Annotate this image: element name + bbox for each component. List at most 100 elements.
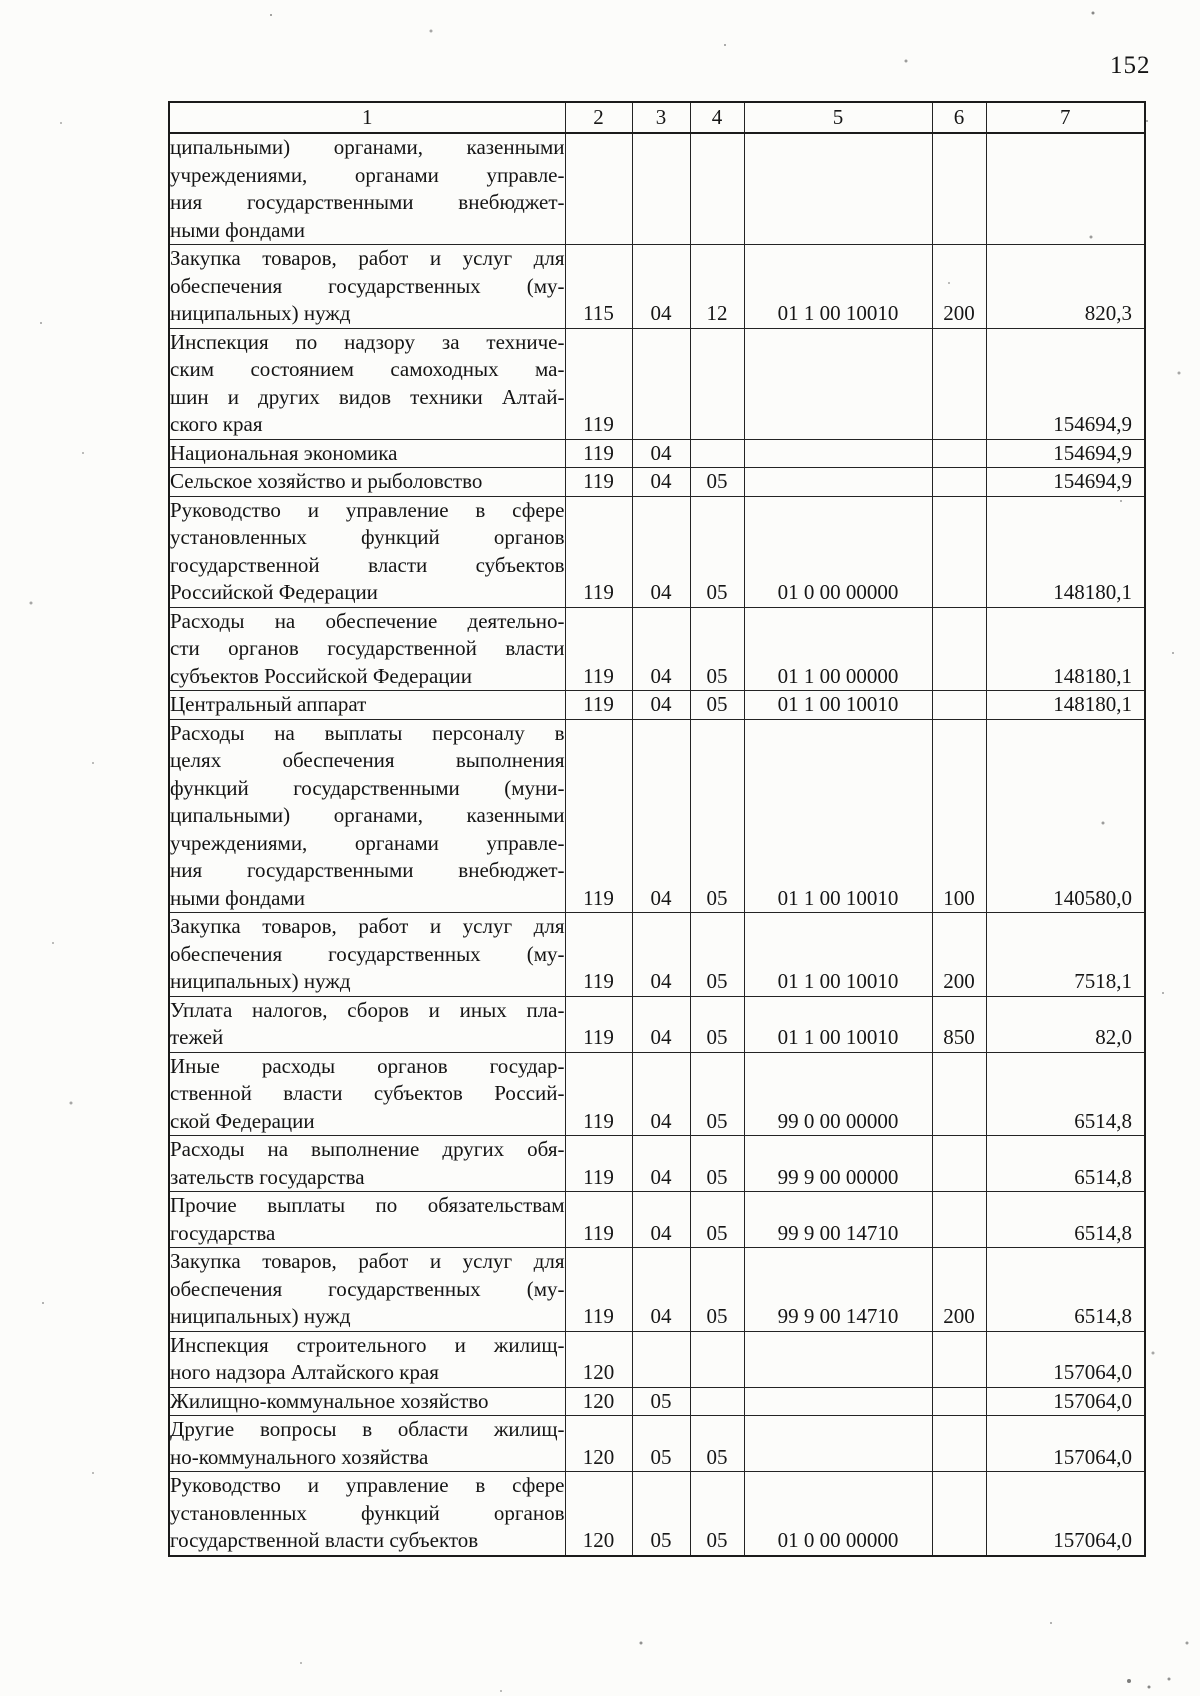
table-row: Расходы на обеспечение деятельно-сти орг… — [168, 606, 1146, 691]
row-title-line: ниципальных) нужд — [170, 301, 351, 325]
cell-c6: 100 — [931, 718, 987, 913]
row-title: Закупка товаров, работ и услуг для обеспе… — [168, 1247, 566, 1332]
row-title-line: установленных функций органов — [170, 1500, 565, 1525]
cell-c7: 140580,0 — [985, 718, 1146, 913]
column-header: 4 — [689, 101, 745, 134]
row-title-line: учреждениями, органами управле- — [170, 162, 565, 187]
cell-c5: 01 1 00 10010 — [743, 912, 933, 997]
cell-c6 — [931, 495, 987, 608]
cell-c6: 200 — [931, 1247, 987, 1332]
cell-c5 — [743, 1415, 933, 1472]
table-row: Закупка товаров, работ и услуг для обеспе… — [168, 912, 1146, 997]
cell-c5: 01 1 00 10010 — [743, 718, 933, 913]
row-title-line: ципальными) органами, казенными — [170, 803, 565, 827]
cell-c3: 04 — [631, 438, 691, 468]
row-title-line: ским состоянием самоходных ма- — [170, 357, 565, 381]
row-title-line: Другие вопросы в области жилищ- — [170, 1417, 565, 1441]
page-number: 152 — [1110, 52, 1151, 79]
cell-c2: 119 — [564, 690, 633, 720]
cell-c6: 200 — [931, 912, 987, 997]
cell-c2 — [564, 132, 633, 245]
cell-c2: 120 — [564, 1471, 633, 1556]
cell-c2: 120 — [564, 1415, 633, 1472]
row-title-line: государства — [170, 1220, 276, 1245]
row-title-line: обеспечения государственных (му- — [170, 273, 565, 298]
row-title-line: функций государственными (муни- — [170, 775, 565, 800]
cell-c2: 119 — [564, 327, 633, 440]
row-title: Расходы на выплаты персоналу в целях обес… — [168, 718, 566, 913]
cell-c3 — [631, 327, 691, 440]
row-title-line: Сельское хозяйство и рыболовство — [170, 469, 483, 493]
cell-c7: 157064,0 — [985, 1415, 1146, 1472]
row-title: ципальными) органами, казенными учреждени… — [168, 132, 566, 245]
row-title: Закупка товаров, работ и услуг для обеспе… — [168, 912, 566, 997]
row-title: Расходы на обеспечение деятельно-сти орг… — [168, 606, 566, 691]
cell-c4: 05 — [689, 912, 745, 997]
table-row: Другие вопросы в области жилищ-но-коммун… — [168, 1415, 1146, 1472]
cell-c3: 04 — [631, 495, 691, 608]
table-row: Иные расходы органов государ-ственной вл… — [168, 1051, 1146, 1136]
cell-c7: 157064,0 — [985, 1330, 1146, 1388]
row-title: Другие вопросы в области жилищ-но-коммун… — [168, 1415, 566, 1472]
table-row: Расходы на выплаты персоналу в целях обес… — [168, 718, 1146, 913]
cell-c7: 157064,0 — [985, 1386, 1146, 1416]
row-title-line: ниципальных) нужд — [170, 969, 351, 993]
cell-c6 — [931, 606, 987, 691]
table-row: Национальная экономика 119 04 154694,9 — [168, 438, 1146, 468]
cell-c2: 119 — [564, 438, 633, 468]
row-title: Национальная экономика — [168, 438, 566, 468]
row-title-line: Центральный аппарат — [170, 692, 367, 716]
row-title-line: ственной власти субъектов Россий- — [170, 1081, 565, 1105]
cell-c7: 148180,1 — [985, 606, 1146, 691]
table-row: Руководство и управление в сфере установл… — [168, 1471, 1146, 1556]
row-title-line: учреждениями, органами управле- — [170, 830, 565, 855]
row-title: Иные расходы органов государ-ственной вл… — [168, 1051, 566, 1136]
cell-c4 — [689, 132, 745, 245]
row-title: Инспекция по надзору за техниче-ским сос… — [168, 327, 566, 440]
cell-c5: 01 0 00 00000 — [743, 1471, 933, 1556]
cell-c7: 154694,9 — [985, 438, 1146, 468]
cell-c2: 119 — [564, 718, 633, 913]
cell-c2: 119 — [564, 606, 633, 691]
row-title-line: Иные расходы органов государ- — [170, 1053, 565, 1078]
row-title-line: обеспечения государственных (му- — [170, 941, 565, 966]
cell-c3: 04 — [631, 244, 691, 329]
cell-c3 — [631, 132, 691, 245]
row-title: Закупка товаров, работ и услуг для обеспе… — [168, 244, 566, 329]
row-title-line: но-коммунального хозяйства — [170, 1444, 429, 1469]
cell-c7: 820,3 — [985, 244, 1146, 329]
cell-c2: 119 — [564, 1051, 633, 1136]
column-header: 3 — [631, 101, 691, 134]
row-title-line: ского края — [170, 412, 263, 436]
table-body: ципальными) органами, казенными учреждени… — [168, 132, 1146, 1556]
cell-c6 — [931, 467, 987, 497]
cell-c7: 154694,9 — [985, 467, 1146, 497]
cell-c5 — [743, 1330, 933, 1388]
cell-c3: 04 — [631, 718, 691, 913]
table-row: Уплата налогов, сборов и иных пла-тежей 1… — [168, 995, 1146, 1053]
cell-c7: 6514,8 — [985, 1135, 1146, 1192]
cell-c5: 01 0 00 00000 — [743, 495, 933, 608]
table-row: Инспекция по надзору за техниче-ским сос… — [168, 327, 1146, 440]
cell-c4 — [689, 1330, 745, 1388]
row-title-line: государственной власти субъектов — [170, 1528, 479, 1552]
cell-c2: 119 — [564, 467, 633, 497]
cell-c4: 05 — [689, 606, 745, 691]
cell-c7: 157064,0 — [985, 1471, 1146, 1556]
row-title: Центральный аппарат — [168, 690, 566, 720]
row-title-line: Расходы на обеспечение деятельно- — [170, 608, 565, 633]
cell-c4: 05 — [689, 690, 745, 720]
row-title-line: Закупка товаров, работ и услуг для — [170, 246, 565, 270]
cell-c6 — [931, 1415, 987, 1472]
cell-c6: 850 — [931, 995, 987, 1053]
cell-c6 — [931, 327, 987, 440]
row-title-line: сти органов государственной власти — [170, 636, 565, 660]
cell-c5: 99 9 00 14710 — [743, 1247, 933, 1332]
row-title: Прочие выплаты по обязательствам государс… — [168, 1191, 566, 1248]
cell-c6 — [931, 1471, 987, 1556]
cell-c4: 05 — [689, 1051, 745, 1136]
table-row: Инспекция строительного и жилищ-ного над… — [168, 1330, 1146, 1388]
cell-c3: 05 — [631, 1471, 691, 1556]
